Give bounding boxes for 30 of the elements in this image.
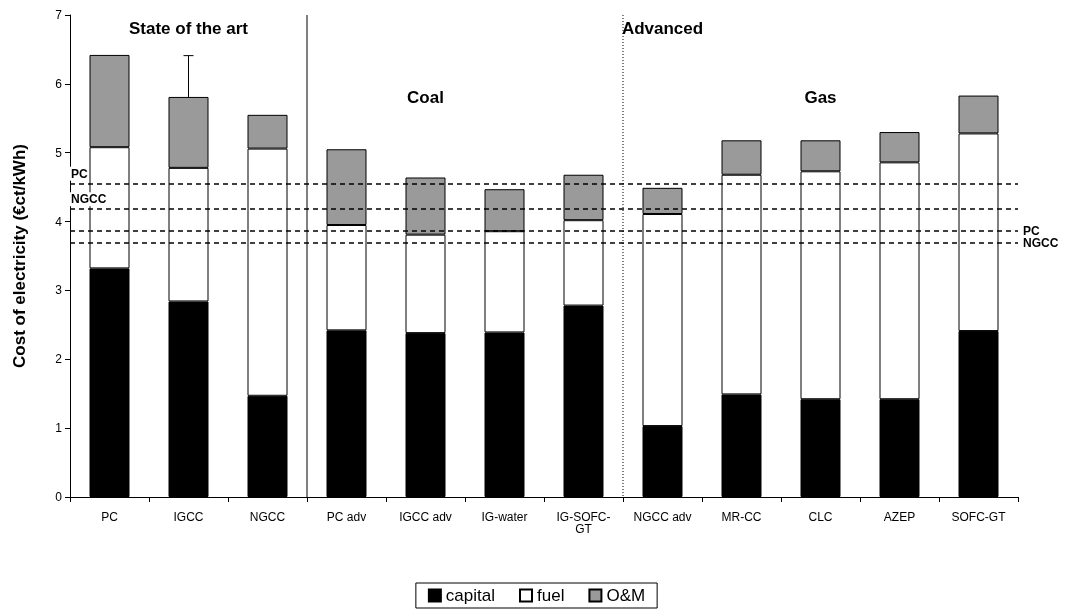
y-tick-label: 3 <box>55 283 63 298</box>
x-tick-label: IGCC <box>173 510 204 524</box>
y-tick-label: 7 <box>55 8 63 22</box>
ref-line-label: PC <box>71 166 88 181</box>
legend-label: fuel <box>537 586 565 605</box>
legend-label: capital <box>445 586 495 605</box>
annotation: Gas <box>804 88 837 108</box>
x-tick-label: IG-water <box>481 510 528 524</box>
y-tick-label: 0 <box>55 490 63 504</box>
y-tick-label: 4 <box>55 214 63 229</box>
annotation: Advanced <box>621 19 704 39</box>
x-tick-label: MR-CC <box>721 510 762 524</box>
y-tick-label: 1 <box>55 421 63 436</box>
x-tick-label: NGCC <box>249 510 286 524</box>
y-tick-label: 5 <box>55 145 63 160</box>
legend-label: O&M <box>606 586 646 605</box>
ref-line-label: NGCC <box>71 192 107 207</box>
x-tick-label: SOFC-GT <box>951 510 1007 524</box>
y-tick-label: 2 <box>55 352 63 367</box>
x-tick-label: PC adv <box>326 510 367 524</box>
x-tick-label: NGCC adv <box>633 510 692 524</box>
x-tick-label: IG-SOFC-GT <box>556 510 611 536</box>
x-tick-label: IGCC adv <box>399 510 452 524</box>
x-tick-label: CLC <box>808 510 833 524</box>
y-axis-title: Cost of electricity (€ct/kWh) <box>10 144 29 368</box>
x-tick-label: PC <box>101 510 119 524</box>
y-tick-label: 6 <box>55 76 63 91</box>
annotation: Coal <box>407 88 444 108</box>
x-tick-label: AZEP <box>883 510 916 524</box>
annotation: State of the art <box>128 19 249 39</box>
